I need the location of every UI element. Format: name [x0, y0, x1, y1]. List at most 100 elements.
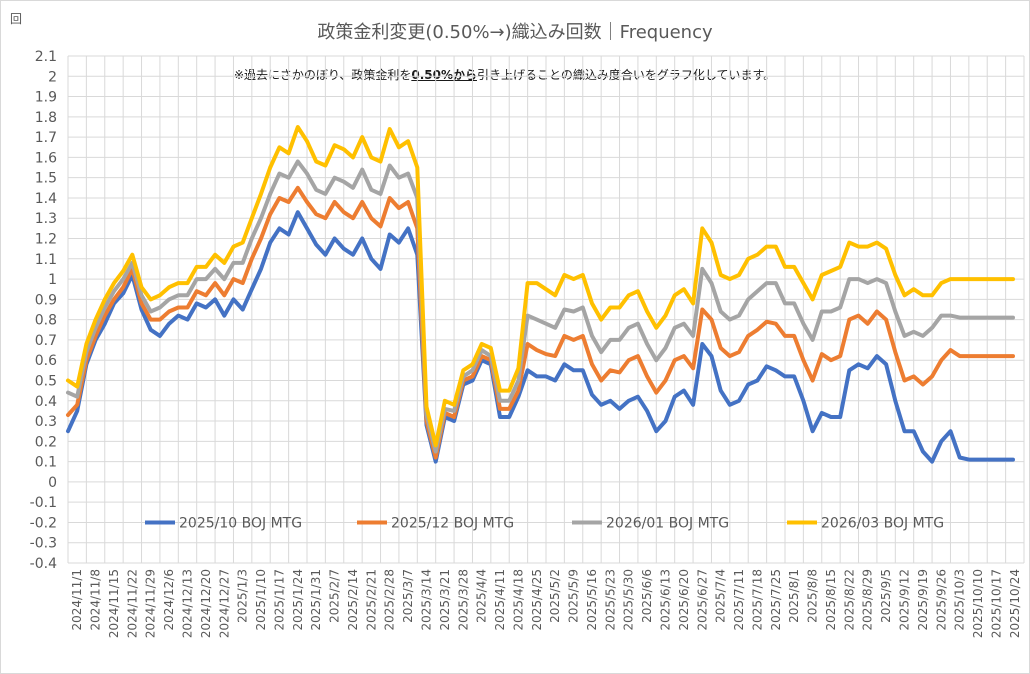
x-tick-label: 2024/12/13 [181, 569, 195, 638]
x-axis: 2024/11/1 2024/11/8 2024/11/15 2024/11/22 20… [70, 569, 1022, 638]
x-tick-label: 2025/10/3 [953, 569, 967, 631]
y-tick-label: 0.3 [35, 414, 57, 430]
y-tick-label: 2 [48, 69, 57, 85]
x-tick-label: 2024/11/22 [125, 569, 139, 638]
x-tick-label: 2025/10/10 [971, 569, 985, 638]
x-tick-label: 2025/2/28 [383, 569, 397, 631]
chart-title: 政策金利変更(0.50%→)織込み回数｜Frequency [317, 22, 713, 43]
legend: 2025/10 BOJ MTG 2025/12 BOJ MTG 2026/01 BO… [145, 515, 944, 531]
x-tick-label: 2025/10/17 [989, 569, 1003, 638]
x-tick-label: 2025/8/29 [861, 569, 875, 631]
x-tick-label: 2025/10/24 [1008, 569, 1022, 638]
y-tick-label: 1.3 [35, 211, 57, 227]
x-tick-label: 2025/5/16 [585, 569, 599, 631]
y-tick-label: 0.8 [35, 313, 57, 329]
x-tick-label: 2025/9/12 [898, 569, 912, 631]
x-tick-label: 2025/9/19 [916, 569, 930, 631]
y-tick-label: -0.4 [30, 556, 57, 572]
y-tick-label: 0.1 [35, 455, 57, 471]
x-tick-label: 2025/1/24 [291, 569, 305, 631]
x-tick-label: 2025/6/20 [677, 569, 691, 631]
x-tick-label: 2025/9/26 [934, 569, 948, 631]
x-tick-label: 2024/11/15 [107, 569, 121, 638]
x-tick-label: 2025/1/31 [309, 569, 323, 631]
x-tick-label: 2025/4/4 [475, 569, 489, 623]
x-tick-label: 2025/6/13 [659, 569, 673, 631]
y-tick-label: 1.2 [35, 232, 57, 248]
legend-item: 2026/01 BOJ MTG [572, 515, 729, 531]
y-tick-label: -0.2 [30, 515, 57, 531]
y-tick-label: 0.2 [35, 434, 57, 450]
y-tick-label: 1 [48, 272, 57, 288]
x-tick-label: 2025/4/18 [511, 569, 525, 631]
y-tick-label: -0.1 [30, 495, 57, 511]
x-tick-label: 2024/12/6 [162, 569, 176, 631]
y-tick-label: 0.9 [35, 292, 57, 308]
y-tick-label: 1.1 [35, 252, 57, 268]
x-tick-label: 2025/5/9 [567, 569, 581, 623]
annotation-prefix: ※過去にさかのぼり、政策金利を [234, 68, 412, 82]
x-tick-label: 2024/11/1 [70, 569, 84, 631]
x-tick-label: 2025/7/25 [769, 569, 783, 631]
x-tick-label: 2025/7/11 [732, 569, 746, 631]
x-tick-label: 2025/8/1 [787, 569, 801, 623]
x-tick-label: 2025/6/27 [695, 569, 709, 631]
y-tick-label: 0.7 [35, 333, 57, 349]
y-tick-label: 1.6 [35, 150, 57, 166]
chart-annotation: ※過去にさかのぼり、政策金利を0.50%から引き上げることの織込み度合いをグラフ… [234, 66, 775, 83]
x-tick-label: 2024/11/8 [89, 569, 103, 631]
x-tick-label: 2025/6/6 [640, 569, 654, 623]
x-tick-label: 2025/5/30 [622, 569, 636, 631]
y-tick-label: 1.9 [35, 90, 57, 106]
legend-label: 2026/01 BOJ MTG [606, 515, 729, 531]
annotation-emphasis: 0.50%から [411, 68, 477, 82]
annotation-suffix: 引き上げることの織込み度合いをグラフ化しています。 [476, 68, 776, 82]
y-tick-label: 2.1 [35, 49, 57, 65]
series-line [66, 210, 1015, 464]
series-line [66, 159, 1015, 454]
x-tick-label: 2025/3/7 [401, 569, 415, 623]
y-tick-label: 0.6 [35, 353, 57, 369]
x-tick-label: 2025/3/14 [420, 569, 434, 631]
y-tick-label: 0.5 [35, 373, 57, 389]
x-tick-label: 2025/8/8 [806, 569, 820, 623]
x-tick-label: 2025/7/4 [714, 569, 728, 623]
x-tick-label: 2024/11/29 [144, 569, 158, 638]
x-tick-label: 2025/3/21 [438, 569, 452, 631]
gridlines [67, 55, 1025, 564]
x-tick-label: 2025/7/18 [750, 569, 764, 631]
x-tick-label: 2025/2/7 [328, 569, 342, 623]
x-tick-label: 2025/4/11 [493, 569, 507, 631]
x-tick-label: 2025/2/14 [346, 569, 360, 631]
y-tick-label: 1.8 [35, 110, 57, 126]
x-tick-label: 2025/1/17 [272, 569, 286, 631]
x-tick-label: 2024/12/20 [199, 569, 213, 638]
legend-label: 2025/12 BOJ MTG [391, 515, 514, 531]
y-tick-label: -0.3 [30, 536, 57, 552]
legend-label: 2025/10 BOJ MTG [179, 515, 302, 531]
series-line [66, 125, 1015, 448]
x-tick-label: 2025/5/2 [548, 569, 562, 623]
y-tick-label: 1.4 [35, 191, 57, 207]
legend-item: 2025/10 BOJ MTG [145, 515, 302, 531]
y-axis: 2.1 2 1.9 1.8 1.7 1.6 1.5 1.4 1.3 1.2 1.1 1 0.9 0.8 0.… [30, 49, 57, 572]
legend-item: 2025/12 BOJ MTG [357, 515, 514, 531]
legend-item: 2026/03 BOJ MTG [787, 515, 944, 531]
x-tick-label: 2025/2/21 [364, 569, 378, 631]
x-tick-label: 2025/1/10 [254, 569, 268, 631]
x-tick-label: 2025/4/25 [530, 569, 544, 631]
unit-label: 回 [10, 12, 23, 26]
y-tick-label: 1.7 [35, 130, 57, 146]
series-lines [66, 125, 1015, 464]
x-tick-label: 2024/12/27 [217, 569, 231, 638]
x-tick-label: 2025/1/3 [236, 569, 250, 623]
x-tick-label: 2025/3/28 [456, 569, 470, 631]
x-tick-label: 2025/8/15 [824, 569, 838, 631]
legend-label: 2026/03 BOJ MTG [821, 515, 944, 531]
series-line [66, 185, 1015, 460]
x-tick-label: 2025/9/5 [879, 569, 893, 623]
x-tick-label: 2025/8/22 [842, 569, 856, 631]
y-tick-label: 1.5 [35, 171, 57, 187]
y-tick-label: 0 [48, 475, 57, 491]
